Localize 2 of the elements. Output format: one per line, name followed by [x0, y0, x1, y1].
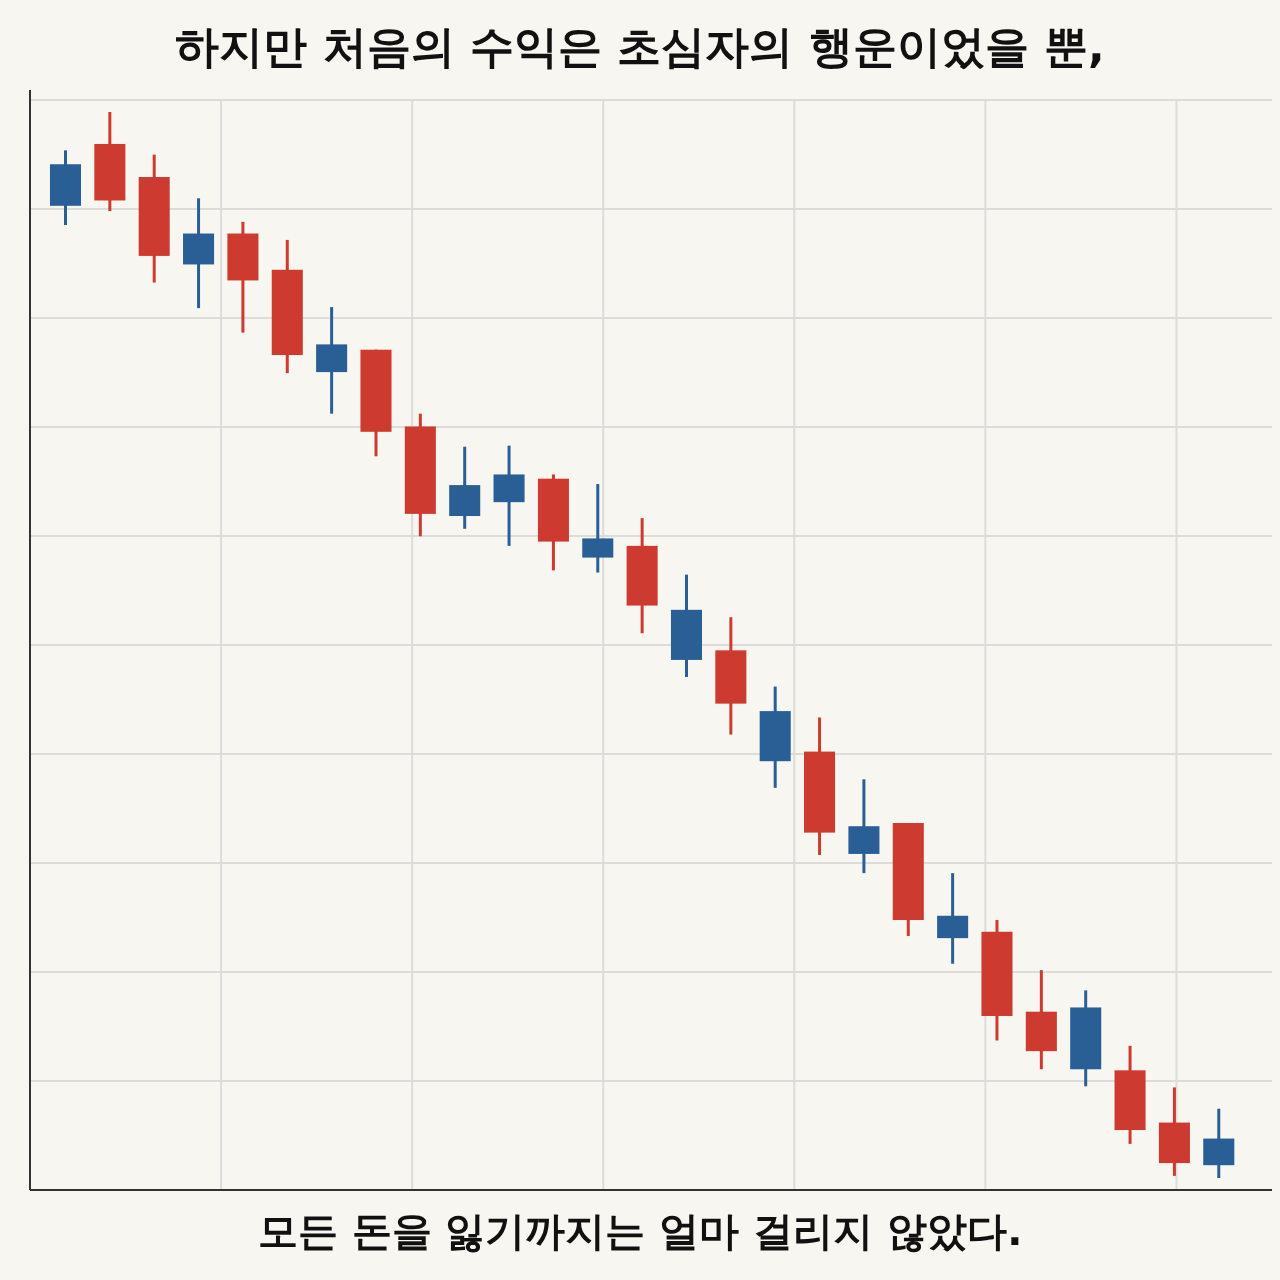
chart-title: 하지만 처음의 수익은 초심자의 행운이었을 뿐, — [175, 21, 1105, 72]
text: 모든 돈을 잃기까지는 얼마 걸리지 않았다. — [257, 1208, 1023, 1254]
